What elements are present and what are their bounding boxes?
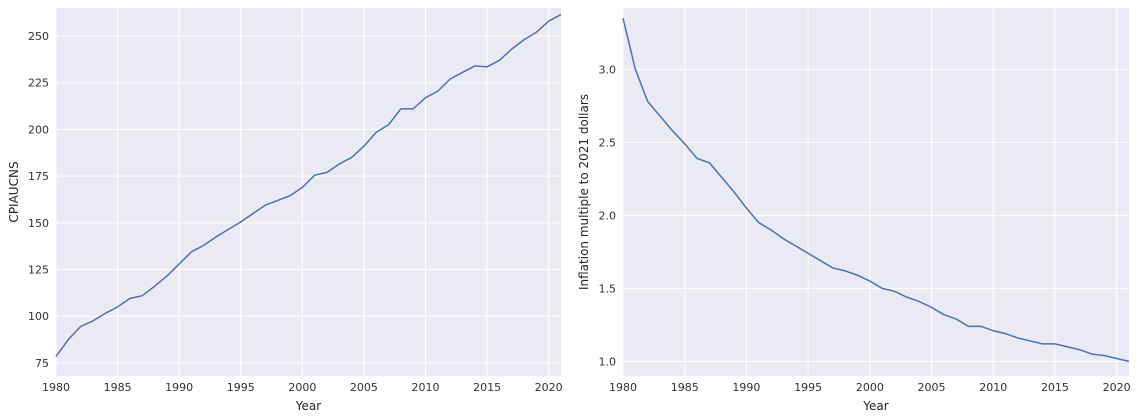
x-tick-label: 1985 <box>671 381 699 394</box>
x-axis-label: Year <box>295 399 321 413</box>
y-tick-label: 75 <box>35 357 49 370</box>
y-tick-label: 1.0 <box>599 355 617 368</box>
y-axis-label: Inflation multiple to 2021 dollars <box>577 94 591 290</box>
x-tick-label: 2010 <box>979 381 1007 394</box>
y-tick-label: 1.5 <box>599 282 617 295</box>
x-tick-label: 2020 <box>535 381 563 394</box>
x-tick-label: 1980 <box>42 381 70 394</box>
y-tick-label: 225 <box>28 77 49 90</box>
x-tick-label: 2005 <box>350 381 378 394</box>
x-tick-label: 2015 <box>473 381 501 394</box>
series-line <box>55 13 562 357</box>
x-tick-label: 2020 <box>1103 381 1131 394</box>
x-tick-label: 2000 <box>856 381 884 394</box>
y-tick-label: 175 <box>28 170 49 183</box>
y-tick-label: 250 <box>28 30 49 43</box>
y-tick-label: 100 <box>28 310 49 323</box>
y-tick-label: 150 <box>28 217 49 230</box>
x-tick-label: 2005 <box>918 381 946 394</box>
x-tick-label: 1995 <box>227 381 255 394</box>
cpi-chart: 1980 1985 1990 1995 2000 2005 2010 2015 2020 75 10… <box>7 8 563 413</box>
plot-area <box>56 8 561 376</box>
x-tick-label: 1990 <box>165 381 193 394</box>
y-tick-label: 200 <box>28 123 49 136</box>
y-tick-label: 2.5 <box>599 136 617 149</box>
x-axis-label: Year <box>862 399 888 413</box>
y-axis-label: CPIAUCNS <box>7 161 21 222</box>
plot-area <box>623 8 1129 376</box>
y-tick-label: 125 <box>28 264 49 277</box>
series-line <box>622 18 1130 363</box>
x-tick-label: 2015 <box>1041 381 1069 394</box>
x-tick-label: 1995 <box>794 381 822 394</box>
x-tick-label: 1990 <box>732 381 760 394</box>
inflation-multiple-chart: 1980 1985 1990 1995 2000 2005 2010 2015 2020 1.0 1… <box>577 8 1131 413</box>
x-tick-label: 2010 <box>412 381 440 394</box>
x-tick-label: 1985 <box>104 381 132 394</box>
y-tick-label: 2.0 <box>599 209 617 222</box>
x-tick-label: 2000 <box>288 381 316 394</box>
x-tick-label: 1980 <box>609 381 637 394</box>
y-tick-label: 3.0 <box>599 63 617 76</box>
